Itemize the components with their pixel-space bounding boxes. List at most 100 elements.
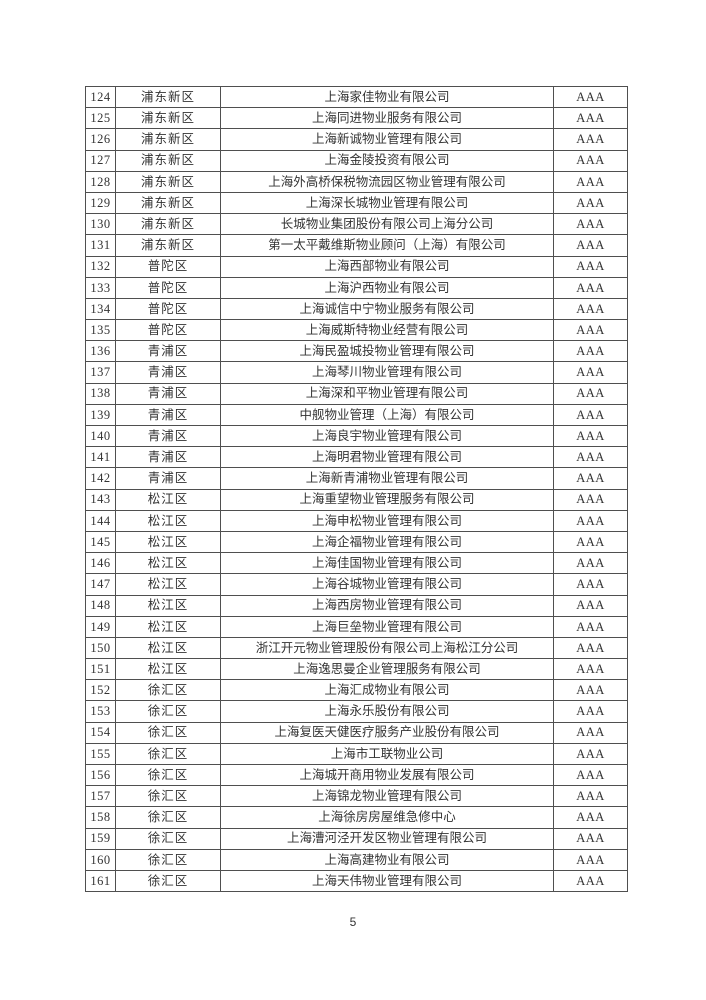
rating-cell: AAA — [553, 128, 628, 151]
rating-cell: AAA — [553, 403, 628, 427]
rating-cell: AAA — [553, 382, 628, 405]
company-name-cell: 上海同进物业服务有限公司 — [220, 107, 554, 130]
table-row: 136 青浦区 上海民盈城投物业管理有限公司 AAA — [85, 340, 628, 363]
district-cell: 松江区 — [115, 658, 221, 681]
rating-cell: AAA — [553, 213, 628, 236]
row-number-cell: 155 — [85, 742, 116, 766]
company-name-cell: 长城物业集团股份有限公司上海分公司 — [220, 213, 554, 236]
table-row: 152 徐汇区 上海汇成物业有限公司 AAA — [85, 679, 628, 702]
company-name-cell: 上海汇成物业有限公司 — [220, 679, 554, 702]
company-name-cell: 上海沪西物业有限公司 — [220, 276, 554, 299]
row-number-cell: 140 — [85, 424, 116, 448]
district-cell: 青浦区 — [115, 467, 221, 490]
district-cell: 青浦区 — [115, 403, 221, 427]
district-cell: 松江区 — [115, 530, 221, 554]
table-row: 154 徐汇区 上海复医天健医疗服务产业股份有限公司 AAA — [85, 721, 628, 744]
company-name-cell: 上海徐房房屋维急修中心 — [220, 806, 554, 829]
row-number-cell: 150 — [85, 636, 116, 660]
company-name-cell: 上海重望物业管理服务有限公司 — [220, 488, 554, 511]
table-row: 151 松江区 上海逸思曼企业管理服务有限公司 AAA — [85, 658, 628, 681]
rating-cell: AAA — [553, 636, 628, 660]
table-row: 129 浦东新区 上海深长城物业管理有限公司 AAA — [85, 191, 628, 215]
rating-cell: AAA — [553, 319, 628, 342]
company-name-cell: 上海逸思曼企业管理服务有限公司 — [220, 658, 554, 681]
row-number-cell: 125 — [85, 107, 116, 130]
company-name-cell: 上海深长城物业管理有限公司 — [220, 191, 554, 215]
table-row: 124 浦东新区 上海家佳物业有限公司 AAA — [85, 85, 628, 109]
district-cell: 浦东新区 — [115, 128, 221, 151]
row-number-cell: 134 — [85, 297, 116, 321]
rating-cell: AAA — [553, 530, 628, 554]
table-row: 150 松江区 浙江开元物业管理股份有限公司上海松江分公司 AAA — [85, 636, 628, 660]
row-number-cell: 148 — [85, 594, 116, 617]
district-cell: 松江区 — [115, 573, 221, 596]
district-cell: 浦东新区 — [115, 213, 221, 236]
table-row: 134 普陀区 上海诚信中宁物业服务有限公司 AAA — [85, 297, 628, 321]
page-number: 5 — [349, 915, 357, 929]
district-cell: 浦东新区 — [115, 149, 221, 172]
district-cell: 松江区 — [115, 488, 221, 511]
rating-cell: AAA — [553, 170, 628, 193]
company-name-cell: 浙江开元物业管理股份有限公司上海松江分公司 — [220, 636, 554, 660]
company-name-cell: 上海市工联物业公司 — [220, 742, 554, 766]
table-row: 146 松江区 上海佳国物业管理有限公司 AAA — [85, 552, 628, 575]
rating-cell: AAA — [553, 424, 628, 448]
rating-cell: AAA — [553, 848, 628, 871]
rating-cell: AAA — [553, 361, 628, 384]
table-row: 156 徐汇区 上海城开商用物业发展有限公司 AAA — [85, 763, 628, 787]
company-name-cell: 上海良宇物业管理有限公司 — [220, 424, 554, 448]
district-cell: 青浦区 — [115, 424, 221, 448]
row-number-cell: 149 — [85, 615, 116, 638]
row-number-cell: 158 — [85, 806, 116, 829]
row-number-cell: 146 — [85, 552, 116, 575]
row-number-cell: 128 — [85, 170, 116, 193]
table-row: 128 浦东新区 上海外高桥保税物流园区物业管理有限公司 AAA — [85, 170, 628, 193]
rating-cell: AAA — [553, 806, 628, 829]
row-number-cell: 153 — [85, 700, 116, 723]
company-name-cell: 第一太平戴维斯物业顾问（上海）有限公司 — [220, 234, 554, 257]
rating-cell: AAA — [553, 255, 628, 278]
rating-cell: AAA — [553, 700, 628, 723]
district-cell: 青浦区 — [115, 446, 221, 469]
table-row: 147 松江区 上海谷城物业管理有限公司 AAA — [85, 573, 628, 596]
company-rating-table: 124 浦东新区 上海家佳物业有限公司 AAA 125 浦东新区 上海同进物业服务有限公司 A… — [85, 85, 628, 893]
company-name-cell: 上海天伟物业管理有限公司 — [220, 869, 554, 893]
rating-cell: AAA — [553, 446, 628, 469]
district-cell: 青浦区 — [115, 361, 221, 384]
table-row: 155 徐汇区 上海市工联物业公司 AAA — [85, 742, 628, 766]
table-row: 140 青浦区 上海良宇物业管理有限公司 AAA — [85, 424, 628, 448]
district-cell: 松江区 — [115, 615, 221, 638]
district-cell: 松江区 — [115, 552, 221, 575]
company-name-cell: 上海外高桥保税物流园区物业管理有限公司 — [220, 170, 554, 193]
district-cell: 松江区 — [115, 509, 221, 532]
rating-cell: AAA — [553, 785, 628, 808]
company-name-cell: 中舰物业管理（上海）有限公司 — [220, 403, 554, 427]
district-cell: 浦东新区 — [115, 85, 221, 109]
row-number-cell: 154 — [85, 721, 116, 744]
district-cell: 浦东新区 — [115, 107, 221, 130]
district-cell: 青浦区 — [115, 382, 221, 405]
row-number-cell: 139 — [85, 403, 116, 427]
row-number-cell: 135 — [85, 319, 116, 342]
district-cell: 徐汇区 — [115, 806, 221, 829]
company-name-cell: 上海复医天健医疗服务产业股份有限公司 — [220, 721, 554, 744]
rating-cell: AAA — [553, 276, 628, 299]
district-cell: 徐汇区 — [115, 827, 221, 850]
rating-cell: AAA — [553, 340, 628, 363]
table-row: 130 浦东新区 长城物业集团股份有限公司上海分公司 AAA — [85, 213, 628, 236]
table-row: 131 浦东新区 第一太平戴维斯物业顾问（上海）有限公司 AAA — [85, 234, 628, 257]
table-row: 135 普陀区 上海威斯特物业经营有限公司 AAA — [85, 319, 628, 342]
district-cell: 松江区 — [115, 636, 221, 660]
row-number-cell: 157 — [85, 785, 116, 808]
company-name-cell: 上海金陵投资有限公司 — [220, 149, 554, 172]
row-number-cell: 141 — [85, 446, 116, 469]
table-row: 141 青浦区 上海明君物业管理有限公司 AAA — [85, 446, 628, 469]
row-number-cell: 152 — [85, 679, 116, 702]
company-name-cell: 上海新诚物业管理有限公司 — [220, 128, 554, 151]
rating-cell: AAA — [553, 763, 628, 787]
district-cell: 普陀区 — [115, 319, 221, 342]
row-number-cell: 161 — [85, 869, 116, 893]
company-name-cell: 上海家佳物业有限公司 — [220, 85, 554, 109]
company-name-cell: 上海深和平物业管理有限公司 — [220, 382, 554, 405]
